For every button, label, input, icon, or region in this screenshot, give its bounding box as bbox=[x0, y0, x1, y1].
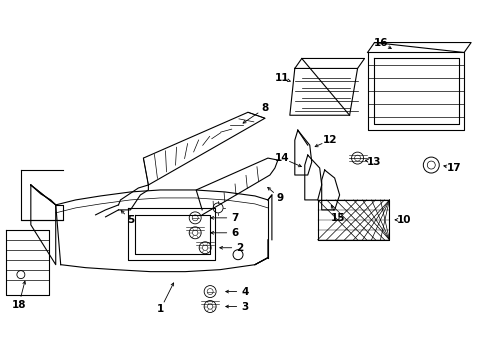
Text: 10: 10 bbox=[397, 215, 412, 225]
Text: 5: 5 bbox=[127, 215, 134, 225]
Text: 2: 2 bbox=[236, 243, 244, 253]
Text: 17: 17 bbox=[447, 163, 462, 173]
Text: 15: 15 bbox=[330, 213, 345, 223]
Text: 9: 9 bbox=[276, 193, 283, 203]
Text: 11: 11 bbox=[274, 73, 289, 84]
Text: 6: 6 bbox=[231, 228, 239, 238]
Text: 7: 7 bbox=[231, 213, 239, 223]
Text: 1: 1 bbox=[157, 305, 164, 315]
Text: 18: 18 bbox=[12, 300, 26, 310]
Text: 3: 3 bbox=[242, 302, 248, 311]
Text: 8: 8 bbox=[261, 103, 269, 113]
Text: 16: 16 bbox=[374, 37, 389, 48]
Text: 14: 14 bbox=[274, 153, 289, 163]
Text: 4: 4 bbox=[241, 287, 249, 297]
Text: 12: 12 bbox=[322, 135, 337, 145]
Text: 13: 13 bbox=[367, 157, 382, 167]
